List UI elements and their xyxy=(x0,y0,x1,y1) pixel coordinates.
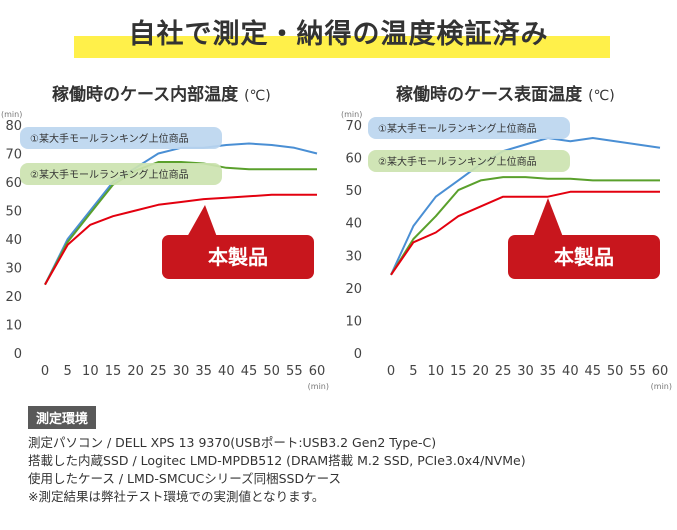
x-tick-label: 40 xyxy=(218,364,235,379)
y-tick-label: 70 xyxy=(345,119,362,134)
chart-title-unit: (℃) xyxy=(588,88,615,104)
y-tick-label: 70 xyxy=(5,148,22,163)
y-tick-label: 50 xyxy=(345,184,362,199)
y-tick-label: 60 xyxy=(5,176,22,191)
chart-title-unit: (℃) xyxy=(244,88,271,104)
x-tick-label: 0 xyxy=(387,364,395,379)
product-callout xyxy=(162,235,314,279)
x-tick-label: 55 xyxy=(629,364,646,379)
x-tick-label: 40 xyxy=(562,364,579,379)
y-tick-label: 20 xyxy=(345,282,362,297)
product-callout-pointer xyxy=(533,198,563,237)
legend-label: ②某大手モールランキング上位商品 xyxy=(30,168,189,181)
chart-title-text: 稼働時のケース内部温度 xyxy=(52,85,239,105)
x-tick-label: 10 xyxy=(428,364,445,379)
y-axis-unit-label: (min) xyxy=(1,110,22,119)
series-line xyxy=(44,161,317,286)
product-callout-pointer xyxy=(187,205,217,237)
x-tick-label: 30 xyxy=(517,364,534,379)
x-tick-label: 30 xyxy=(173,364,190,379)
y-tick-label: 60 xyxy=(345,152,362,167)
environment-line: 測定パソコン / DELL XPS 13 9370(USBポート:USB3.2 … xyxy=(28,435,437,450)
chart-title-text: 稼働時のケース表面温度 xyxy=(396,85,583,105)
x-tick-label: 15 xyxy=(105,364,122,379)
x-tick-label: 25 xyxy=(150,364,167,379)
y-tick-label: 0 xyxy=(354,347,362,362)
x-tick-label: 15 xyxy=(450,364,467,379)
series-line xyxy=(390,137,661,276)
y-tick-label: 10 xyxy=(345,314,362,329)
y-axis-unit-label: (min) xyxy=(341,110,362,119)
y-tick-label: 20 xyxy=(5,290,22,305)
x-tick-label: 25 xyxy=(495,364,512,379)
x-tick-label: 45 xyxy=(584,364,601,379)
y-tick-label: 30 xyxy=(5,262,22,277)
y-tick-label: 40 xyxy=(5,233,22,248)
x-tick-label: 20 xyxy=(127,364,144,379)
x-axis-unit-label: (min) xyxy=(651,382,672,391)
y-tick-label: 80 xyxy=(5,119,22,134)
product-label: 本製品 xyxy=(208,245,268,269)
x-axis-unit-label: (min) xyxy=(308,382,329,391)
headline-banner: 自社で測定・納得の温度検証済み xyxy=(0,0,677,60)
legend-label: ②某大手モールランキング上位商品 xyxy=(378,155,537,168)
x-tick-label: 45 xyxy=(241,364,258,379)
environment-line: 搭載した内蔵SSD / Logitec LMD-MPDB512 (DRAM搭載 … xyxy=(28,453,526,468)
x-tick-label: 5 xyxy=(64,364,72,379)
legend-label: ①某大手モールランキング上位商品 xyxy=(30,132,189,145)
y-tick-label: 10 xyxy=(5,319,22,334)
x-tick-label: 50 xyxy=(607,364,624,379)
environment-line: ※測定結果は弊社テスト環境での実測値となります。 xyxy=(28,489,325,504)
y-tick-label: 40 xyxy=(345,217,362,232)
environment-line: 使用したケース / LMD-SMCUCシリーズ同梱SSDケース xyxy=(28,471,341,486)
legend-callout xyxy=(20,163,222,185)
x-tick-label: 60 xyxy=(309,364,326,379)
environment-notes: 測定パソコン / DELL XPS 13 9370(USBポート:USB3.2 … xyxy=(28,434,526,506)
x-tick-label: 5 xyxy=(409,364,417,379)
legend-callout xyxy=(368,150,570,172)
series-line xyxy=(44,193,317,286)
x-tick-label: 10 xyxy=(82,364,99,379)
environment-header: 測定環境 xyxy=(28,406,97,429)
legend-label: ①某大手モールランキング上位商品 xyxy=(378,122,537,135)
legend-callout xyxy=(368,117,570,139)
x-tick-label: 35 xyxy=(195,364,212,379)
x-tick-label: 60 xyxy=(652,364,669,379)
y-tick-label: 0 xyxy=(14,347,22,362)
x-tick-label: 35 xyxy=(540,364,557,379)
headline-text: 自社で測定・納得の温度検証済み xyxy=(128,19,549,50)
chart-title-inner-temperature: 稼働時のケース内部温度 (℃) xyxy=(52,80,271,105)
x-tick-label: 55 xyxy=(286,364,303,379)
y-tick-label: 30 xyxy=(345,249,362,264)
x-tick-label: 50 xyxy=(263,364,280,379)
y-tick-label: 50 xyxy=(5,205,22,220)
legend-callout xyxy=(20,127,222,149)
series-line xyxy=(390,190,660,276)
headline-highlight xyxy=(74,36,610,58)
x-tick-label: 20 xyxy=(472,364,489,379)
product-label: 本製品 xyxy=(554,245,614,269)
chart-title-surface-temperature: 稼働時のケース表面温度 (℃) xyxy=(396,80,615,105)
x-tick-label: 0 xyxy=(41,364,49,379)
series-line xyxy=(390,176,660,276)
product-callout xyxy=(508,235,660,279)
